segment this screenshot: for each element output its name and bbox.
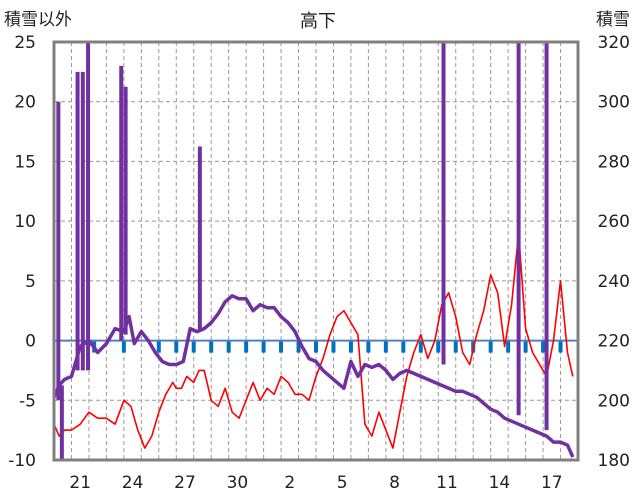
x-tick-label-7: 11 xyxy=(436,473,458,493)
plot-frame xyxy=(52,40,580,462)
left-tick-label-4: 5 xyxy=(25,272,36,292)
precip-mark-24 xyxy=(541,340,546,353)
precip-mark-25 xyxy=(558,340,563,353)
precip-mark-12 xyxy=(331,340,336,353)
x-tick-label-1: 24 xyxy=(122,473,144,493)
left-axis-label: 積雪以外 xyxy=(4,10,72,30)
precip-mark-15 xyxy=(383,340,388,353)
precip-marks xyxy=(92,340,563,353)
x-tick-label-0: 21 xyxy=(69,473,91,493)
x-tick-label-3: 30 xyxy=(227,473,249,493)
left-tick-label-2: 15 xyxy=(14,152,36,172)
x-axis-ticks: 21 24 27 30 2 5 8 11 14 17 xyxy=(69,473,562,493)
x-tick-label-5: 5 xyxy=(337,473,348,493)
left-axis-ticks: 25 20 15 10 5 0 -5 -10 xyxy=(8,33,36,471)
right-axis-label: 積雪 xyxy=(596,10,630,30)
precip-mark-3 xyxy=(174,340,179,353)
right-axis-ticks: 320 300 280 260 240 220 200 180 xyxy=(598,33,630,471)
left-tick-label-1: 20 xyxy=(14,93,36,113)
precip-mark-9 xyxy=(279,340,284,353)
precip-mark-13 xyxy=(348,340,353,353)
precip-mark-6 xyxy=(226,340,231,353)
x-tick-label-4: 2 xyxy=(284,473,295,493)
x-tick-label-6: 8 xyxy=(389,473,400,493)
right-tick-label-6: 200 xyxy=(598,391,630,411)
precip-mark-23 xyxy=(523,340,528,353)
series-lines xyxy=(52,42,578,460)
right-tick-label-0: 320 xyxy=(598,33,630,53)
x-tick-label-9: 17 xyxy=(541,473,563,493)
precip-mark-11 xyxy=(314,340,318,353)
precip-mark-10 xyxy=(296,340,301,353)
precip-mark-7 xyxy=(244,340,249,353)
right-tick-label-3: 260 xyxy=(598,212,630,232)
right-tick-label-7: 180 xyxy=(598,451,630,471)
series-line-0 xyxy=(53,232,574,449)
right-tick-label-2: 280 xyxy=(598,152,630,172)
precip-mark-4 xyxy=(191,340,196,353)
precip-mark-21 xyxy=(488,340,493,353)
precip-mark-19 xyxy=(453,340,458,353)
precip-mark-5 xyxy=(209,340,214,353)
precip-mark-16 xyxy=(401,340,406,353)
left-tick-label-0: 25 xyxy=(14,33,36,53)
grid xyxy=(54,41,578,461)
frame-border xyxy=(52,40,580,462)
right-tick-label-1: 300 xyxy=(598,93,630,113)
x-tick-label-2: 27 xyxy=(174,473,196,493)
right-tick-label-5: 220 xyxy=(598,332,630,352)
chart-title: 高下 xyxy=(300,11,336,32)
precip-mark-1 xyxy=(121,340,126,353)
left-tick-label-5: 0 xyxy=(25,332,36,352)
right-tick-label-4: 240 xyxy=(598,272,630,292)
precip-mark-2 xyxy=(156,340,161,353)
precip-mark-18 xyxy=(436,340,441,353)
precip-mark-22 xyxy=(506,340,511,353)
left-tick-label-3: 10 xyxy=(14,212,36,232)
left-tick-label-7: -10 xyxy=(8,451,36,471)
left-tick-label-6: -5 xyxy=(19,391,36,411)
x-tick-label-8: 14 xyxy=(489,473,511,493)
precip-mark-8 xyxy=(261,340,266,353)
precip-mark-17 xyxy=(418,340,423,353)
series-line-1 xyxy=(52,294,575,458)
precip-mark-14 xyxy=(366,340,371,353)
